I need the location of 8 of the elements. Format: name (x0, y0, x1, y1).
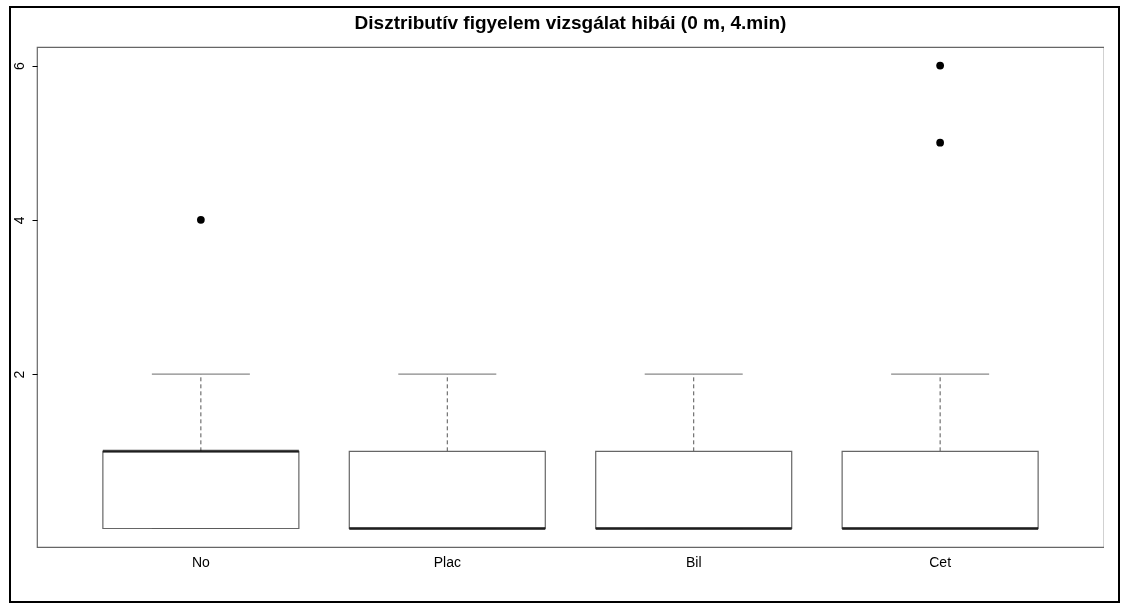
y-tick-label: 6 (10, 61, 27, 70)
x-tick-label: No (191, 553, 211, 570)
chart-title: Disztributív figyelem vizsgálat hibái (0 m, 4.min) (354, 12, 787, 33)
y-tick-label: 2 (10, 370, 27, 379)
x-tick-label: Plac (433, 553, 461, 570)
x-tick-label: Bil (685, 553, 702, 570)
y-tick-label: 4 (10, 216, 27, 225)
x-tick-label: Cet (929, 553, 952, 570)
